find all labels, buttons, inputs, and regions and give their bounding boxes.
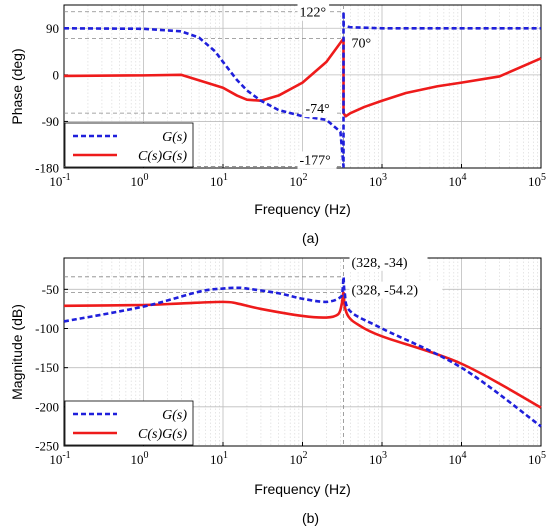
annotation-bg <box>349 34 376 52</box>
chart-panel-magnitude: 10-1 100 101 102 103 104 105 -250 -200 -150 -100 -5… <box>9 253 546 526</box>
x-tick-label: 105 <box>528 450 546 467</box>
annotation-label: (328, -54.2) <box>352 284 419 299</box>
legend: G(s) C(s)G(s) <box>64 400 194 446</box>
legend-box <box>64 122 194 168</box>
chart-panel-phase: 10-1 100 101 102 103 104 105 -180 -90 0 90 Frequenc… <box>9 3 546 246</box>
x-tick-label: 101 <box>210 450 228 467</box>
x-axis-label: Frequency (Hz) <box>254 201 350 217</box>
y-tick-label: -100 <box>35 321 59 336</box>
x-tick-label: 103 <box>369 450 387 467</box>
x-tick-label: 103 <box>369 172 387 189</box>
x-tick-label: 100 <box>131 172 149 189</box>
legend-label: C(s)G(s) <box>138 427 187 442</box>
series-line-cg <box>63 291 542 409</box>
x-tick-label: 102 <box>290 450 308 467</box>
y-axis-label: Magnitude (dB) <box>9 304 25 400</box>
legend: G(s) C(s)G(s) <box>64 122 194 168</box>
x-tick-label: 10-1 <box>49 450 70 467</box>
legend-label: C(s)G(s) <box>138 149 187 164</box>
legend-label: G(s) <box>162 408 187 423</box>
x-axis-label: Frequency (Hz) <box>254 481 350 497</box>
y-tick-label: -150 <box>35 360 59 375</box>
annotation-label: 70° <box>352 37 372 52</box>
annotation-label: -177° <box>300 153 331 168</box>
x-tick-label: 10-1 <box>49 172 70 189</box>
x-tick-label: 102 <box>290 172 308 189</box>
annotation-label: (328, -34) <box>352 256 408 271</box>
annotation-label: 122° <box>300 6 327 21</box>
grid <box>63 5 542 169</box>
x-tick-label: 104 <box>449 172 467 189</box>
series-line-g <box>63 10 541 168</box>
annotation-bg <box>349 253 428 271</box>
annotation-bg <box>303 100 336 118</box>
annotation-label: -74° <box>306 102 330 117</box>
x-tick-label: 105 <box>528 172 546 189</box>
series-line-cg <box>63 37 542 118</box>
panel-caption: (b) <box>302 510 319 526</box>
annotation-bg <box>297 151 337 169</box>
y-tick-label: -90 <box>42 114 59 129</box>
series-line-g <box>63 275 542 428</box>
x-tick-label: 100 <box>131 450 149 467</box>
y-tick-label: 0 <box>53 67 60 82</box>
x-tick-label: 104 <box>449 450 467 467</box>
x-tick-label: 101 <box>210 172 228 189</box>
y-tick-label: -250 <box>35 439 59 454</box>
y-tick-label: 90 <box>46 21 59 36</box>
legend-label: G(s) <box>162 130 187 145</box>
annotation-bg <box>297 3 330 21</box>
y-tick-label: -50 <box>42 282 59 297</box>
annotation-bg <box>349 281 443 299</box>
panel-caption: (a) <box>302 230 319 246</box>
legend-box <box>64 400 194 446</box>
y-axis-label: Phase (deg) <box>9 48 25 124</box>
y-tick-label: -200 <box>35 399 59 414</box>
y-tick-label: -180 <box>35 161 59 176</box>
